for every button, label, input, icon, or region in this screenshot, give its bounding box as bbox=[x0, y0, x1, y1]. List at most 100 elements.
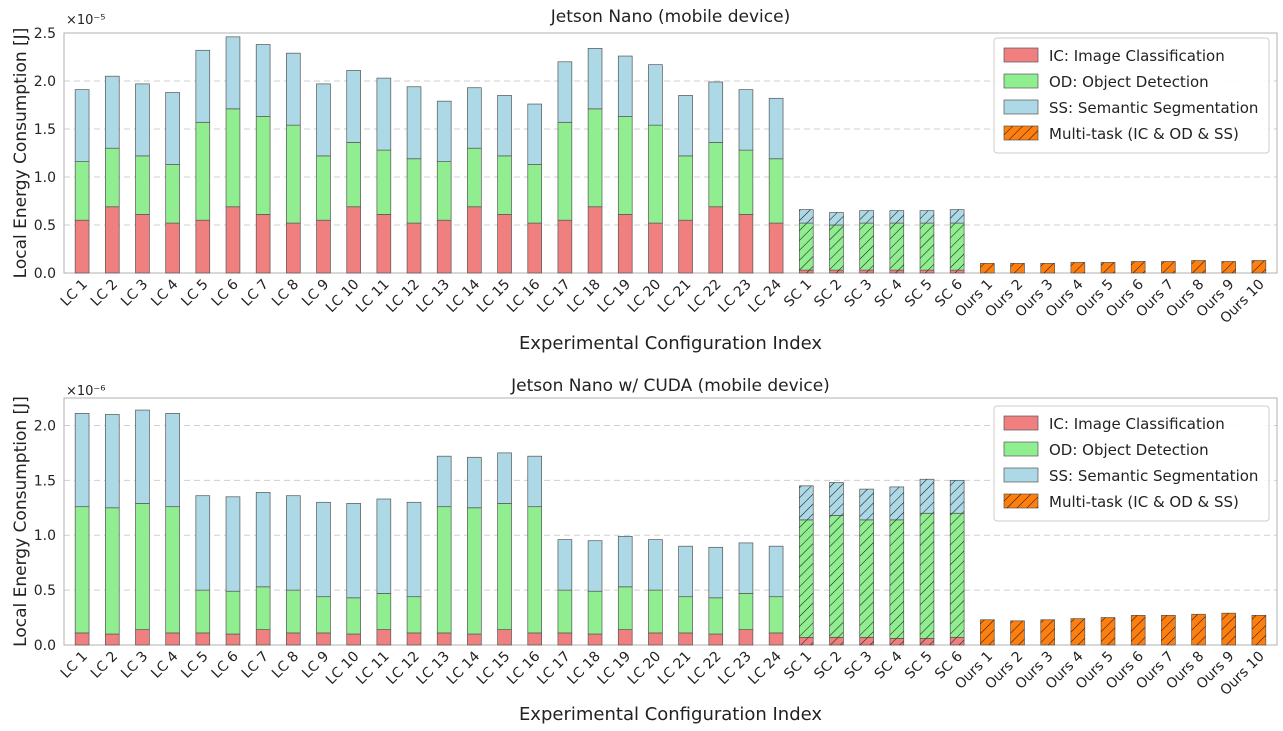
x-tick-label: LC 4 bbox=[148, 648, 181, 681]
bar-hatch bbox=[859, 223, 874, 271]
x-tick-label: LC 7 bbox=[239, 649, 272, 682]
x-tick-label: LC 3 bbox=[118, 277, 151, 310]
bar-segment bbox=[346, 633, 361, 646]
bar-hatch bbox=[980, 619, 995, 645]
bar-segment bbox=[708, 633, 724, 646]
bar-segment bbox=[406, 632, 422, 646]
bar-segment bbox=[346, 597, 361, 635]
bar-segment bbox=[467, 206, 482, 274]
chart-panel-2: 0.0 0.5 1.0 1.5 2.0 ×10⁻⁶ Jetson Nano w/ CUDA … bbox=[11, 376, 1278, 725]
bar-hatch bbox=[1131, 261, 1146, 273]
y-scale-label: ×10⁻⁵ bbox=[66, 13, 106, 28]
x-tick-label: LC 12 bbox=[383, 277, 422, 316]
legend-label: OD: Object Detection bbox=[1049, 441, 1209, 459]
bar-hatch bbox=[859, 637, 874, 645]
bar-segment bbox=[195, 589, 211, 634]
bar-segment bbox=[708, 546, 724, 599]
bar-segment bbox=[527, 455, 543, 508]
bar-segment bbox=[738, 629, 754, 646]
bar-segment bbox=[497, 452, 512, 504]
bar-segment bbox=[104, 507, 120, 635]
bar-hatch bbox=[799, 519, 814, 638]
bar-segment bbox=[104, 75, 120, 149]
bar-segment bbox=[195, 219, 211, 274]
x-tick-label: LC 2 bbox=[88, 277, 121, 310]
x-tick-label: LC 21 bbox=[655, 649, 694, 688]
bar-segment bbox=[286, 495, 301, 591]
bar-segment bbox=[74, 89, 90, 162]
bar-segment bbox=[557, 539, 573, 591]
bar-hatch bbox=[859, 489, 874, 520]
bar-segment bbox=[587, 48, 603, 110]
x-tick-label: LC 23 bbox=[715, 649, 754, 688]
x-tick-label: LC 1 bbox=[58, 649, 91, 682]
bar-segment bbox=[376, 77, 392, 151]
bar-segment bbox=[346, 206, 361, 274]
bar-segment bbox=[738, 593, 754, 630]
bar-hatch bbox=[920, 513, 934, 639]
bar-segment bbox=[135, 83, 150, 157]
legend-swatch bbox=[1003, 73, 1039, 89]
legend-swatch bbox=[1003, 47, 1039, 63]
bar-segment bbox=[316, 632, 331, 646]
bar-segment bbox=[225, 633, 241, 646]
bar-segment bbox=[406, 158, 422, 224]
x-tick-label: LC 4 bbox=[148, 276, 181, 309]
bar-segment bbox=[376, 593, 392, 630]
legend-label: IC: Image Classification bbox=[1049, 415, 1225, 433]
bar-hatch bbox=[1161, 261, 1176, 273]
bar-segment bbox=[617, 214, 633, 274]
bar-segment bbox=[225, 206, 241, 274]
bar-segment bbox=[436, 161, 452, 221]
bar-segment bbox=[648, 589, 663, 634]
bar-segment bbox=[135, 409, 150, 504]
x-tick-label: LC 13 bbox=[414, 277, 453, 316]
bar-segment bbox=[768, 158, 784, 224]
bar-segment bbox=[708, 142, 724, 208]
legend-label: Multi-task (IC & OD & SS) bbox=[1049, 493, 1239, 511]
bar-segment bbox=[376, 629, 392, 646]
bar-segment bbox=[316, 501, 331, 598]
bar-hatch bbox=[1101, 617, 1115, 645]
plot-frame bbox=[63, 397, 1278, 646]
bar-segment bbox=[587, 206, 603, 274]
legend-label: SS: Semantic Segmentation bbox=[1049, 99, 1258, 117]
legend-label: Multi-task (IC & OD & SS) bbox=[1049, 125, 1239, 143]
bar-segment bbox=[557, 61, 573, 123]
bar-segment bbox=[74, 632, 90, 646]
bar-segment bbox=[316, 83, 331, 157]
bar-segment bbox=[648, 124, 663, 224]
bar-segment bbox=[286, 52, 301, 126]
bar-segment bbox=[527, 103, 543, 165]
bar-segment bbox=[436, 219, 452, 274]
bar-segment bbox=[467, 147, 482, 208]
bar-segment bbox=[406, 501, 422, 598]
bar-segment bbox=[678, 155, 693, 221]
bar-segment bbox=[708, 206, 724, 274]
bar-hatch bbox=[920, 270, 934, 273]
bar-segment bbox=[255, 116, 271, 215]
x-tick-label: LC 10 bbox=[323, 649, 362, 688]
bar-hatch bbox=[1040, 619, 1055, 645]
x-tick-label: LC 17 bbox=[534, 649, 573, 688]
bar-hatch bbox=[829, 637, 844, 645]
x-tick-label: LC 20 bbox=[625, 277, 664, 316]
bar-segment bbox=[678, 596, 693, 634]
bar-segment bbox=[557, 632, 573, 646]
bar-segment bbox=[406, 596, 422, 634]
bar-hatch bbox=[1251, 615, 1266, 645]
bar-segment bbox=[376, 149, 392, 215]
bar-segment bbox=[316, 155, 331, 221]
x-tick-label: LC 10 bbox=[323, 277, 362, 316]
bar-segment bbox=[286, 632, 301, 646]
bar-segment bbox=[738, 214, 754, 274]
bar-hatch bbox=[1070, 618, 1085, 645]
x-tick-label: SC 1 bbox=[781, 649, 815, 683]
bar-segment bbox=[286, 222, 301, 274]
x-tick-label: LC 15 bbox=[474, 649, 513, 688]
bar-segment bbox=[617, 55, 633, 117]
bar-segment bbox=[165, 222, 180, 274]
bar-hatch bbox=[1070, 262, 1085, 273]
x-tick-label: LC 2 bbox=[88, 649, 121, 682]
bar-segment bbox=[316, 596, 331, 634]
